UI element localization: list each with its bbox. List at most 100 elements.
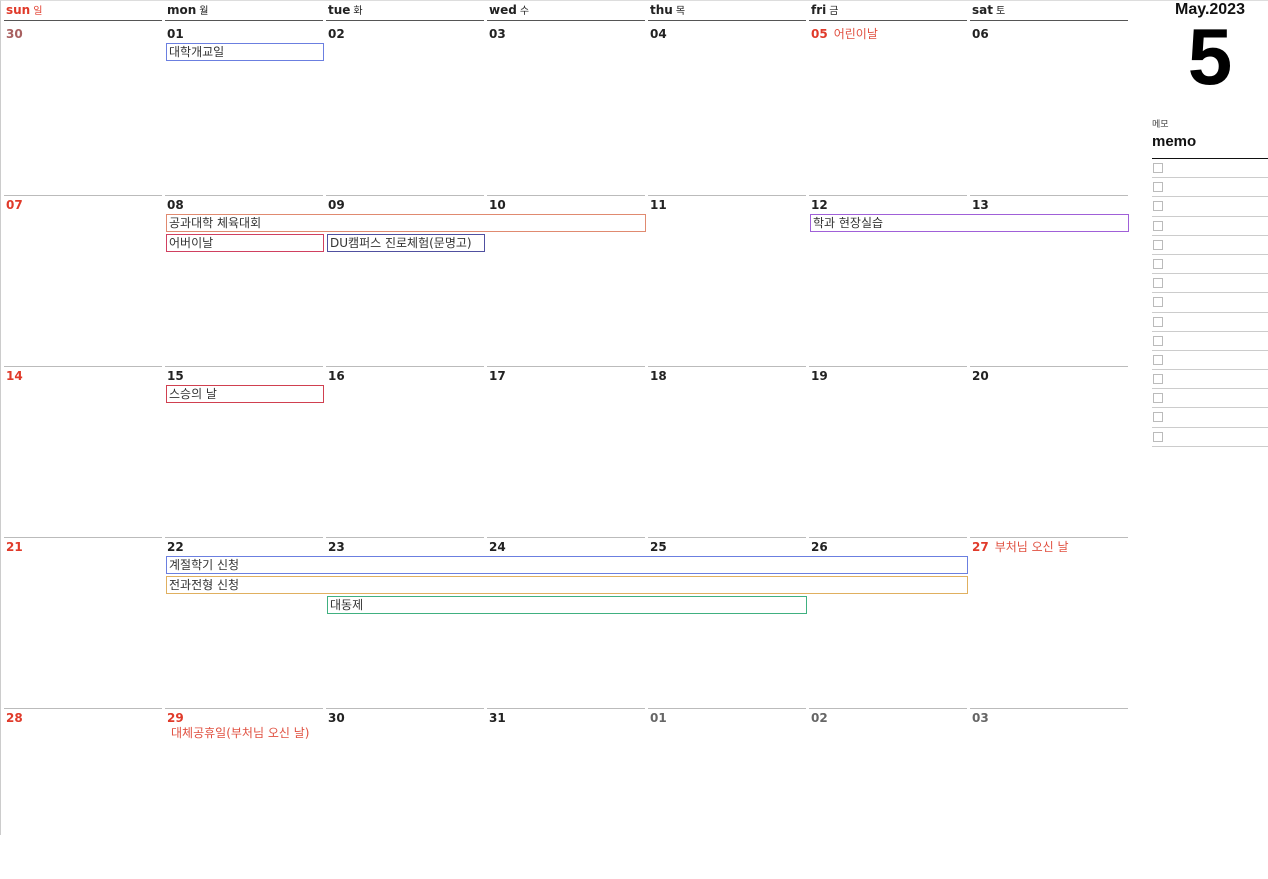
day-cell[interactable]: 31	[487, 708, 645, 879]
day-cell[interactable]: 03	[970, 708, 1128, 879]
calendar-event[interactable]: 스승의 날	[166, 385, 324, 403]
weekday-header-sun: sun 일	[4, 1, 162, 21]
day-number-text: 30	[6, 27, 23, 41]
calendar-event[interactable]: 계절학기 신청	[166, 556, 968, 574]
day-number: 10	[489, 198, 506, 212]
memo-row[interactable]	[1152, 236, 1268, 255]
weekday-en: wed	[489, 3, 517, 17]
day-number-text: 06	[972, 27, 989, 41]
day-cell[interactable]: 18	[648, 366, 806, 537]
memo-row[interactable]	[1152, 159, 1268, 179]
day-cell[interactable]: 15	[165, 366, 323, 537]
memo-checkbox[interactable]	[1153, 278, 1163, 289]
day-cell[interactable]: 14	[4, 366, 162, 537]
memo-row[interactable]	[1152, 274, 1268, 294]
day-cell[interactable]: 30	[4, 21, 162, 192]
memo-checkbox[interactable]	[1153, 182, 1163, 193]
day-cell[interactable]: 30	[326, 708, 484, 879]
day-number-text: 03	[972, 711, 989, 725]
day-cell[interactable]: 09	[326, 195, 484, 366]
memo-checkbox[interactable]	[1153, 297, 1163, 308]
day-cell[interactable]: 03	[487, 21, 645, 192]
day-number-text: 27	[972, 540, 989, 554]
memo-checkbox[interactable]	[1153, 316, 1163, 327]
day-cell[interactable]: 17	[487, 366, 645, 537]
day-cell[interactable]: 20	[970, 366, 1128, 537]
memo-checkbox[interactable]	[1153, 258, 1163, 269]
day-cell[interactable]: 08	[165, 195, 323, 366]
memo-checkbox[interactable]	[1153, 354, 1163, 365]
day-cell[interactable]: 27 부처님 오신 날	[970, 537, 1128, 708]
day-number-text: 17	[489, 369, 506, 383]
memo-checkbox[interactable]	[1153, 412, 1163, 423]
day-cell[interactable]: 01	[165, 21, 323, 192]
memo-row[interactable]	[1152, 408, 1268, 428]
day-cell[interactable]: 12	[809, 195, 967, 366]
calendar-event[interactable]: 학과 현장실습	[810, 214, 1129, 232]
day-number-text: 30	[328, 711, 345, 725]
calendar-event[interactable]: 대동제	[327, 596, 807, 614]
day-cell[interactable]: 19	[809, 366, 967, 537]
day-cell[interactable]: 13	[970, 195, 1128, 366]
weekday-header-wed: wed 수	[487, 1, 645, 21]
memo-row[interactable]	[1152, 313, 1268, 332]
day-number: 27 부처님 오신 날	[972, 540, 1069, 554]
calendar-event[interactable]: 어버이날	[166, 234, 324, 252]
day-cell[interactable]: 04	[648, 21, 806, 192]
day-number: 21	[6, 540, 23, 554]
calendar-event[interactable]: 공과대학 체육대회	[166, 214, 646, 232]
day-cell[interactable]: 10	[487, 195, 645, 366]
day-number-text: 09	[328, 198, 345, 212]
day-cell[interactable]: 28	[4, 708, 162, 879]
memo-row[interactable]	[1152, 217, 1268, 236]
memo-checkbox[interactable]	[1153, 220, 1163, 231]
weekday-en: tue	[328, 3, 351, 17]
weekday-ko: 금	[829, 6, 839, 17]
memo-row[interactable]	[1152, 389, 1268, 409]
memo-row[interactable]	[1152, 178, 1268, 198]
day-number-text: 02	[811, 711, 828, 725]
day-cell[interactable]: 07	[4, 195, 162, 366]
memo-row[interactable]	[1152, 428, 1268, 447]
day-number: 13	[972, 198, 989, 212]
memo-checkbox[interactable]	[1153, 431, 1163, 442]
day-cell[interactable]: 02	[326, 21, 484, 192]
day-number: 11	[650, 198, 667, 212]
day-number: 15	[167, 369, 184, 383]
day-cell[interactable]: 22	[165, 537, 323, 708]
calendar-event[interactable]: DU캠퍼스 진로체험(문명고)	[327, 234, 485, 252]
day-cell[interactable]: 11	[648, 195, 806, 366]
day-cell[interactable]: 23	[326, 537, 484, 708]
day-cell[interactable]: 01	[648, 708, 806, 879]
day-cell[interactable]: 26	[809, 537, 967, 708]
memo-row[interactable]	[1152, 255, 1268, 275]
memo-row[interactable]	[1152, 351, 1268, 371]
day-cell[interactable]: 06	[970, 21, 1128, 192]
memo-row[interactable]	[1152, 332, 1268, 351]
day-cell[interactable]: 05 어린이날	[809, 21, 967, 192]
memo-row[interactable]	[1152, 370, 1268, 390]
memo-checkbox[interactable]	[1153, 239, 1163, 250]
day-cell[interactable]: 16	[326, 366, 484, 537]
memo-checkbox[interactable]	[1153, 393, 1163, 404]
day-cell[interactable]: 02	[809, 708, 967, 879]
calendar-event[interactable]: 대학개교일	[166, 43, 324, 61]
day-number: 20	[972, 369, 989, 383]
day-cell[interactable]: 25	[648, 537, 806, 708]
day-number: 08	[167, 198, 184, 212]
day-number-text: 26	[811, 540, 828, 554]
memo-checkbox[interactable]	[1153, 335, 1163, 346]
day-number-text: 11	[650, 198, 667, 212]
weekday-ko: 토	[995, 6, 1006, 17]
memo-row[interactable]	[1152, 197, 1268, 217]
day-number-text: 10	[489, 198, 506, 212]
day-cell[interactable]: 24	[487, 537, 645, 708]
weekday-en: sun	[6, 3, 31, 17]
day-cell[interactable]: 29 대체공휴일(부처님 오신 날)	[165, 708, 323, 879]
day-cell[interactable]: 21	[4, 537, 162, 708]
memo-checkbox[interactable]	[1153, 374, 1163, 385]
memo-checkbox[interactable]	[1153, 163, 1163, 173]
memo-checkbox[interactable]	[1153, 201, 1163, 212]
memo-row[interactable]	[1152, 293, 1268, 313]
calendar-event[interactable]: 전과전형 신청	[166, 576, 968, 594]
